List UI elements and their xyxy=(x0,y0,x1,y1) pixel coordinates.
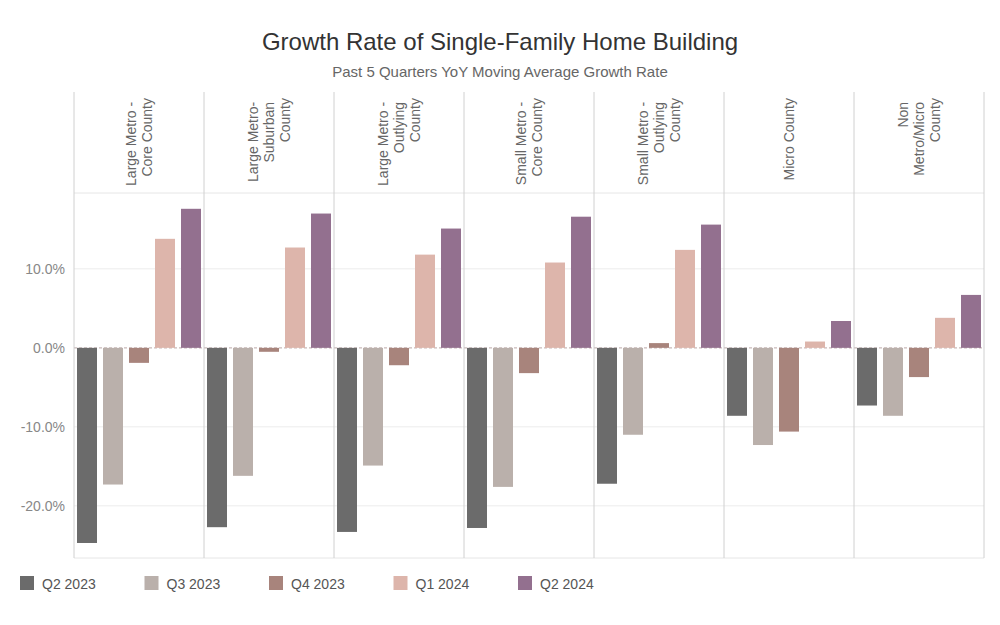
bar xyxy=(519,348,539,373)
bar xyxy=(623,348,643,435)
facet-label-line: Core County xyxy=(139,98,155,177)
facet-label-line: Metro/Micro xyxy=(911,98,927,176)
bar xyxy=(103,348,123,485)
bar xyxy=(961,295,981,348)
bar xyxy=(233,348,253,476)
bar xyxy=(207,348,227,527)
legend-swatch xyxy=(269,576,283,590)
bar xyxy=(857,348,877,406)
bar xyxy=(909,348,929,377)
facet-label-line: Small Metro - xyxy=(513,98,529,185)
y-tick-label: -20.0% xyxy=(21,498,65,514)
legend-swatch xyxy=(394,576,408,590)
facet-label-line: County xyxy=(667,98,683,142)
panel-separator xyxy=(74,92,75,558)
bar xyxy=(779,348,799,432)
legend-swatch xyxy=(20,576,34,590)
bar xyxy=(389,348,409,365)
bar xyxy=(311,214,331,348)
bar xyxy=(883,348,903,416)
legend: Q2 2023 Q3 2023 Q4 2023 Q1 2024 Q2 2024 xyxy=(20,576,594,592)
chart: Growth Rate of Single-Family Home Buildi… xyxy=(0,0,1000,625)
facet-label-line: Non xyxy=(895,98,911,128)
legend-swatch xyxy=(145,576,159,590)
facet-label: Large Metro - Outlying County xyxy=(375,98,423,186)
facet-label-line: Suburban xyxy=(261,98,277,163)
legend-label: Q2 2023 xyxy=(42,576,96,592)
facet-label-line: Micro County xyxy=(781,98,797,180)
facet-label-line: County xyxy=(277,98,293,142)
facet-label-line: County xyxy=(407,98,423,142)
panel-separator xyxy=(724,92,725,558)
header-line xyxy=(74,193,984,194)
bar xyxy=(467,348,487,528)
facet-label-line: Small Metro - xyxy=(635,98,651,185)
bar xyxy=(753,348,773,445)
panel-separator xyxy=(334,92,335,558)
bar xyxy=(441,229,461,348)
title: Growth Rate of Single-Family Home Buildi… xyxy=(262,28,738,55)
plot-bottom-line xyxy=(74,558,984,559)
bar xyxy=(597,348,617,484)
facet-label: Non Metro/Micro County xyxy=(895,98,943,176)
facet-label: Small Metro - Outlying County xyxy=(635,98,683,185)
facet-label-line: County xyxy=(927,98,943,142)
facet-label: Micro County xyxy=(781,98,797,180)
facet-label: Small Metro - Core County xyxy=(513,98,545,185)
legend-swatch xyxy=(518,576,532,590)
panel-separator xyxy=(464,92,465,558)
facet-label-line: Outlying xyxy=(391,98,407,153)
panel-separator xyxy=(594,92,595,558)
legend-label: Q2 2024 xyxy=(540,576,594,592)
facet-label-line: Large Metro- xyxy=(245,98,261,182)
facet-label: Large Metro - Core County xyxy=(123,98,155,186)
bar xyxy=(545,263,565,348)
y-tick-label: -10.0% xyxy=(21,419,65,435)
bars xyxy=(77,209,981,543)
bar xyxy=(337,348,357,532)
bar xyxy=(181,209,201,348)
bar xyxy=(727,348,747,416)
bar xyxy=(831,321,851,348)
panel-separator xyxy=(984,92,985,558)
bar xyxy=(77,348,97,543)
bar xyxy=(649,343,669,348)
y-tick-label: 10.0% xyxy=(25,261,65,277)
facet-label-line: Large Metro - xyxy=(123,98,139,186)
grid-line xyxy=(74,268,984,269)
bar xyxy=(363,348,383,466)
bar xyxy=(129,348,149,363)
bar xyxy=(415,255,435,348)
subtitle: Past 5 Quarters YoY Moving Average Growt… xyxy=(332,63,667,80)
facet-label: Large Metro- Suburban County xyxy=(245,98,293,182)
y-tick-label: 0.0% xyxy=(33,340,65,356)
legend-label: Q3 2023 xyxy=(167,576,221,592)
bar xyxy=(701,225,721,348)
bar xyxy=(935,318,955,348)
bar xyxy=(805,342,825,348)
legend-label: Q4 2023 xyxy=(291,576,345,592)
bar xyxy=(675,250,695,348)
facet-label-line: Core County xyxy=(529,98,545,177)
bar xyxy=(571,217,591,348)
panel-separator xyxy=(204,92,205,558)
bar xyxy=(259,348,279,352)
bar xyxy=(493,348,513,487)
facet-label-line: Outlying xyxy=(651,98,667,153)
bar xyxy=(285,248,305,348)
panel-separator xyxy=(854,92,855,558)
legend-label: Q1 2024 xyxy=(416,576,470,592)
facet-label-line: Large Metro - xyxy=(375,98,391,186)
bar xyxy=(155,239,175,348)
